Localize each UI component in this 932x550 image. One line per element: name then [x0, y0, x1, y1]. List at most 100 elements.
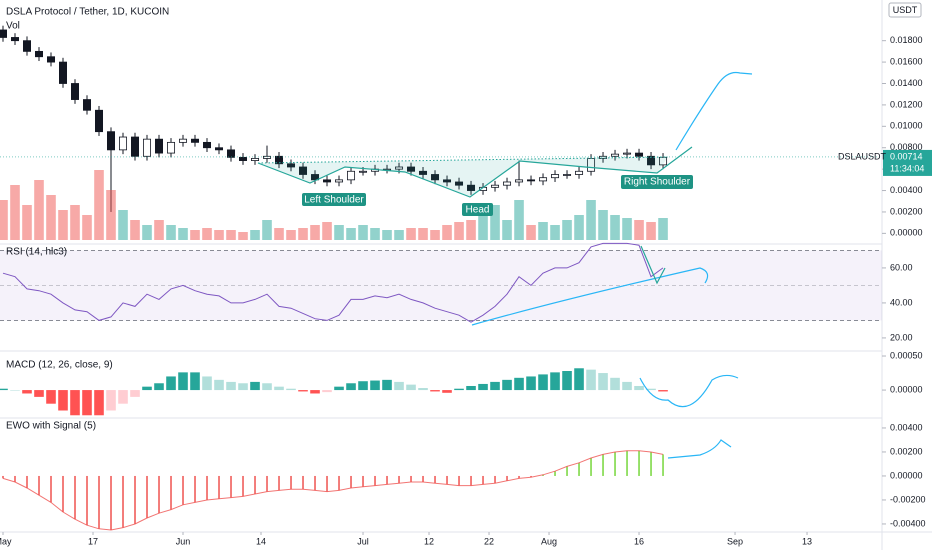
volume-bar — [322, 222, 332, 240]
candle-body — [647, 155, 656, 166]
macd-bar — [298, 390, 308, 392]
candle-body — [539, 177, 548, 182]
volume-bar — [466, 220, 476, 240]
x-tick-label: 14 — [256, 536, 266, 546]
ewo-bar — [158, 475, 160, 514]
volume-bar — [406, 228, 416, 240]
macd-bar — [658, 390, 668, 392]
volume-bar — [46, 195, 56, 240]
ewo-bar — [398, 475, 400, 484]
ewo-bar — [14, 475, 16, 482]
ewo-bar — [578, 462, 580, 476]
macd-bar — [406, 384, 416, 391]
ewo-bar — [518, 475, 520, 479]
candle-body — [395, 166, 404, 170]
volume-bar — [370, 228, 380, 240]
candle-body — [467, 184, 476, 191]
ewo-bar — [326, 475, 328, 492]
candle-body — [95, 109, 104, 133]
ewo-bar — [290, 475, 292, 490]
pattern-line — [257, 146, 693, 198]
volume-bar — [442, 225, 452, 240]
candle-body — [23, 40, 32, 52]
candle-body — [299, 166, 308, 175]
y-tick-label: 20.00 — [890, 332, 913, 342]
x-tick-label: 12 — [424, 536, 434, 546]
volume-bar — [622, 218, 632, 240]
candle-body — [107, 131, 116, 151]
volume-bar — [274, 228, 284, 240]
candle-body — [251, 158, 260, 161]
candle-body — [83, 99, 92, 111]
currency[interactable]: USDT — [893, 5, 918, 15]
ewo-bar — [386, 475, 388, 485]
ewo-bar — [470, 475, 472, 486]
marks: 0.01800 0.01600 0.01400 0.01200 0.01000 0.008… — [0, 25, 932, 546]
volume-bar — [178, 228, 188, 240]
candle-body — [71, 83, 80, 100]
macd-bar — [214, 379, 224, 391]
candle-body — [11, 37, 20, 42]
macd-bar — [490, 381, 500, 391]
ewo-bar — [482, 475, 484, 485]
ewo-bar — [410, 475, 412, 482]
ewo-bar — [506, 475, 508, 481]
macd-bar — [466, 385, 476, 391]
ewo-bar — [230, 475, 232, 498]
volume-bar — [526, 225, 536, 240]
ewo-bar — [566, 466, 568, 476]
candle-body — [527, 179, 536, 182]
rsi-line — [2, 242, 664, 323]
candle-body — [119, 136, 128, 151]
macd-bar — [202, 376, 212, 391]
candle-body — [551, 174, 560, 179]
candle-body — [503, 181, 512, 186]
candle-body — [575, 170, 584, 175]
x-tick-label: Sep — [727, 536, 743, 546]
y-tick-label: 0.00050 — [890, 350, 923, 360]
macd-bar — [58, 390, 68, 411]
y-tick-label: 0.00000 — [890, 228, 923, 238]
macd-bar — [538, 374, 548, 391]
macd-bar — [0, 388, 8, 391]
candle-body — [323, 179, 332, 183]
ewo-bar — [38, 475, 40, 496]
currency-box[interactable] — [888, 2, 922, 18]
candle-body — [623, 152, 632, 155]
volume-bar — [334, 225, 344, 240]
volume-bar — [514, 200, 524, 240]
volume-bar — [634, 220, 644, 240]
candle-body — [203, 141, 212, 149]
macd-drawing — [639, 374, 739, 408]
drawings: Left Shoulder Head Right Shoulder — [257, 71, 753, 459]
label-box — [302, 193, 366, 206]
macd-bar — [190, 372, 200, 391]
macd-bar — [622, 381, 632, 391]
ewo-bar — [122, 475, 124, 528]
x-tick-label: 22 — [484, 536, 494, 546]
macd-bar — [418, 388, 428, 391]
volume-bar — [454, 222, 464, 240]
ewo-bar — [98, 475, 100, 529]
candle-body — [311, 174, 320, 181]
symbol-label: DSLAUSDT — [838, 151, 887, 161]
y-tick-label: 40.00 — [890, 297, 913, 307]
volume-bar — [562, 220, 572, 240]
ewo-bar — [278, 475, 280, 491]
ewo-bar — [614, 451, 616, 476]
volume-bar — [202, 228, 212, 240]
volume-bar — [118, 210, 128, 240]
volume-bar — [214, 230, 224, 240]
macd-bar — [370, 380, 380, 391]
candle-body — [359, 170, 368, 173]
macd-bar — [94, 390, 104, 416]
price-tag-label: 0.00714 — [890, 151, 923, 161]
volume-bar — [550, 225, 560, 240]
volume-bar — [538, 222, 548, 240]
candle-body — [143, 138, 152, 157]
x-tick-label: 16 — [634, 536, 644, 546]
label-box — [621, 175, 693, 189]
macd-bar — [502, 379, 512, 391]
